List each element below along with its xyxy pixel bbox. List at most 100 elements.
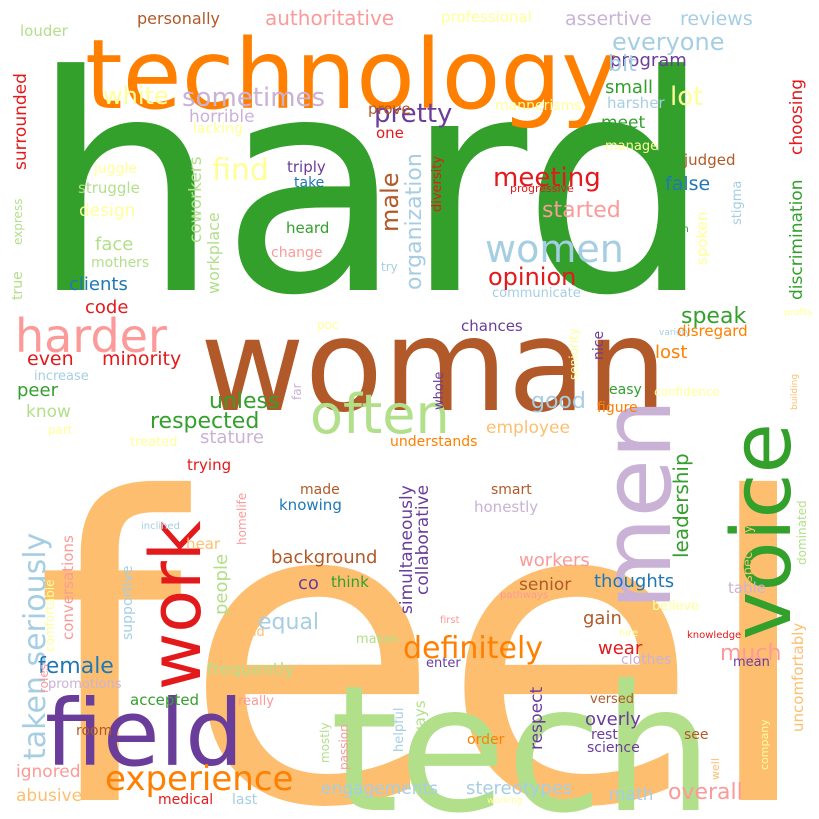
word-frequently: frequently — [207, 660, 294, 680]
word-coworkers: coworkers — [186, 156, 206, 243]
word-helpful: helpful — [392, 707, 407, 752]
word-inclined: inclined — [141, 521, 180, 532]
word-unless: unless — [209, 389, 279, 414]
word-louder: louder — [20, 22, 69, 40]
word-stigma: stigma — [730, 181, 745, 225]
word-overall: overall — [668, 780, 743, 805]
word-workplace: workplace — [204, 212, 223, 294]
word-clothes: clothes — [621, 652, 671, 668]
word-design: design — [79, 201, 135, 221]
word-leadership: leadership — [669, 453, 693, 558]
word-simultaneously: simultaneously — [397, 485, 417, 614]
word-last: last — [232, 792, 258, 808]
word-prove: prove — [368, 100, 411, 118]
word-juggle: juggle — [93, 161, 137, 177]
word-true: true — [10, 271, 26, 300]
word-progressive: progressive — [510, 182, 574, 195]
word-see: see — [684, 727, 709, 743]
word-tech: tech — [330, 649, 713, 819]
word-harder: harder — [15, 309, 167, 363]
word-everyone: everyone — [612, 28, 724, 56]
word-change: change — [271, 245, 323, 261]
word-express: express — [11, 199, 25, 245]
word-room: room — [76, 723, 112, 739]
word-always: always — [411, 700, 429, 752]
word-background: background — [271, 547, 377, 568]
word-white: white — [103, 82, 169, 110]
word-pathways: pathways — [500, 590, 548, 601]
word-versed: versed — [590, 692, 634, 707]
word-surrounded: surrounded — [11, 73, 31, 170]
word-uncomfortably: uncomfortably — [789, 623, 807, 732]
word-comfortable: comfortable — [43, 579, 57, 652]
word-believe: believe — [652, 599, 699, 614]
word-minority: minority — [102, 348, 181, 370]
word-figure: figure — [597, 400, 638, 416]
word-take: take — [294, 175, 324, 191]
word-women: women — [485, 227, 624, 271]
word-discrimination: discrimination — [787, 180, 807, 300]
word-reviews: reviews — [680, 8, 753, 30]
word-feel: feel — [35, 411, 816, 819]
word-working: working — [487, 796, 523, 806]
word-increase: increase — [34, 369, 89, 384]
word-find: find — [212, 153, 269, 188]
word-personally: personally — [137, 9, 220, 28]
word-often: often — [310, 383, 450, 446]
word-female: female — [38, 654, 114, 679]
word-honestly: honestly — [474, 498, 538, 516]
word-respected: respected — [150, 409, 259, 434]
word-face: face — [95, 234, 133, 255]
word-definitely: definitely — [403, 631, 543, 666]
word-hard: hard — [30, 12, 712, 361]
word-opinion: opinion — [488, 263, 576, 291]
word-judged: judged — [683, 151, 735, 169]
word-bit: bit — [608, 52, 637, 77]
word-order: order — [467, 732, 505, 748]
word-respect: respect — [527, 686, 547, 750]
word-roles: roles — [37, 664, 51, 693]
word-authoritative: authoritative — [265, 6, 394, 30]
word-well: well — [709, 758, 722, 780]
word-meet: meet — [601, 113, 645, 133]
word-workers: workers — [519, 550, 590, 571]
word-even: even — [27, 348, 74, 370]
word-false: false — [665, 173, 710, 195]
word-field: field — [45, 680, 244, 787]
word-mannerisms: mannerisms — [495, 98, 581, 114]
word-part: part — [48, 423, 73, 437]
word-overly: overly — [585, 709, 641, 730]
word-small: small — [605, 77, 653, 98]
word-heard: heard — [286, 219, 329, 237]
word-men: men — [583, 399, 693, 610]
word-communicate: communicate — [492, 286, 581, 301]
word-mostly: mostly — [318, 723, 332, 763]
word-treated: treated — [130, 435, 177, 450]
word-program: program — [610, 50, 687, 71]
word-stature: stature — [200, 427, 264, 448]
word-makes: makes — [356, 632, 399, 647]
word-engagements: engagements — [321, 779, 438, 799]
word-manage: manage — [605, 139, 658, 154]
word-easy: easy — [609, 382, 642, 398]
word-nice: nice — [591, 331, 607, 360]
word-experience: experience — [105, 759, 293, 799]
word-male: male — [376, 172, 404, 232]
word-supportive: supportive — [120, 565, 136, 640]
word-first: first — [440, 615, 460, 626]
word-speak: speak — [681, 304, 746, 329]
word-pretty: pretty — [374, 99, 452, 129]
word-math: math — [609, 785, 653, 805]
word-science: science — [587, 740, 640, 756]
word-far: far — [290, 383, 304, 400]
word-employee: employee — [486, 418, 570, 438]
word-building: building — [790, 374, 800, 410]
word-made: made — [300, 482, 340, 498]
word-hear: hear — [186, 535, 221, 553]
word-co: co — [298, 573, 319, 594]
word-company: company — [758, 719, 771, 770]
word-meeting: meeting — [493, 163, 601, 193]
word-one: one — [376, 124, 404, 142]
